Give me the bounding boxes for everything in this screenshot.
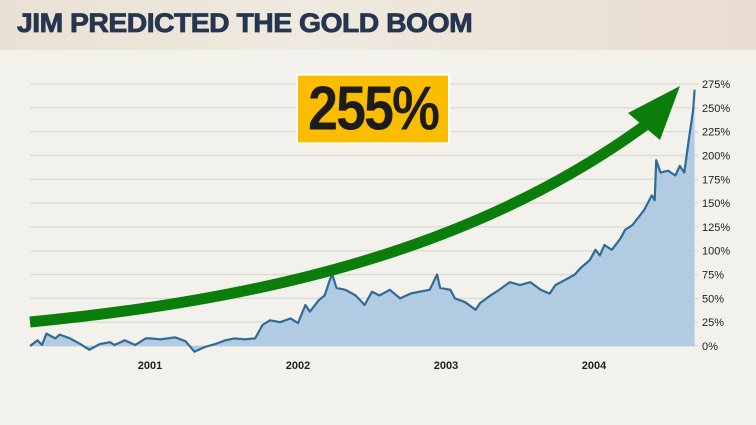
x-tick-label: 2004 (582, 360, 607, 372)
y-tick-label: 25% (702, 317, 724, 329)
x-tick-label: 2002 (286, 360, 310, 372)
y-tick-label: 50% (702, 293, 724, 305)
area-fill (30, 89, 695, 352)
growth-arrow (29, 86, 680, 328)
x-tick-label: 2001 (138, 360, 162, 372)
arrow-head (628, 86, 680, 140)
y-tick-label: 200% (702, 150, 730, 162)
y-tick-label: 275% (702, 79, 730, 91)
page-title: JIM PREDICTED THE GOLD BOOM (17, 8, 474, 39)
y-tick-label: 150% (702, 198, 730, 210)
y-tick-label: 0% (702, 341, 718, 353)
header-banner: JIM PREDICTED THE GOLD BOOM (0, 0, 756, 50)
y-tick-label: 175% (702, 174, 730, 186)
x-tick-label: 2003 (434, 360, 458, 372)
y-tick-label: 125% (702, 222, 730, 234)
y-tick-label: 250% (702, 103, 730, 115)
callout-255-percent: 255% (296, 73, 450, 145)
price-line (29, 89, 696, 353)
y-tick-label: 100% (702, 246, 730, 258)
arrow-shaft (29, 113, 659, 328)
y-tick-label: 75% (702, 270, 724, 282)
y-tick-label: 225% (702, 127, 730, 139)
